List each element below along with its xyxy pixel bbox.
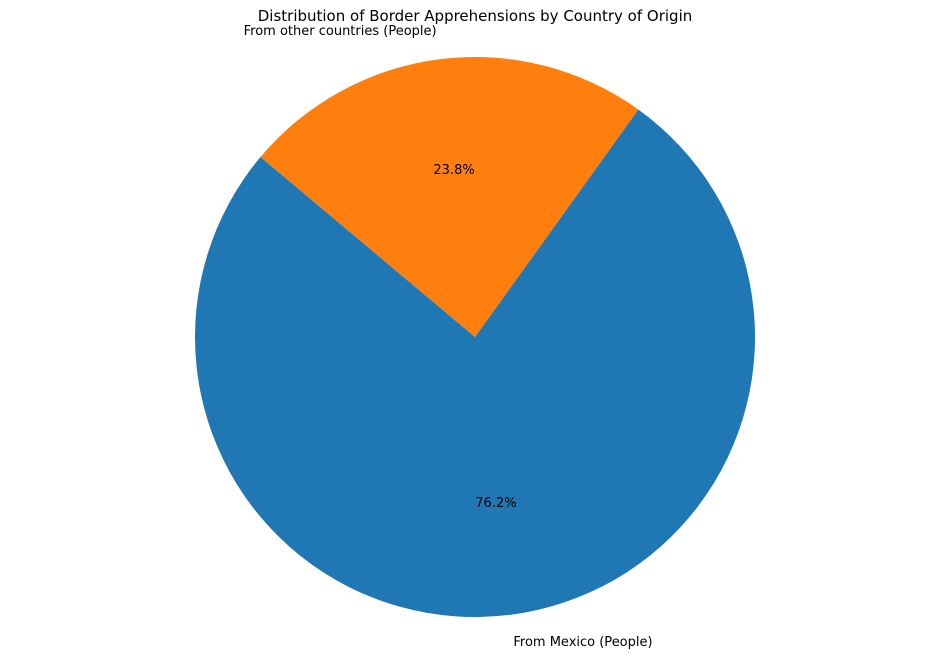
slice-label-from-other-countries-people: From other countries (People)	[244, 24, 437, 39]
pie-labels: From Mexico (People) 76.2% From other coun…	[244, 24, 653, 650]
pie-slice-from-mexico-people	[195, 109, 756, 618]
slice-percent-from-other-countries-people: 23.8%	[433, 163, 474, 178]
pie-slice-from-other-countries-people	[260, 57, 639, 338]
slice-percent-from-mexico-people: 76.2%	[475, 496, 516, 511]
slice-label-from-mexico-people: From Mexico (People)	[513, 635, 652, 650]
chart-title: Distribution of Border Apprehensions by …	[258, 7, 693, 25]
pie-slices	[195, 57, 756, 618]
